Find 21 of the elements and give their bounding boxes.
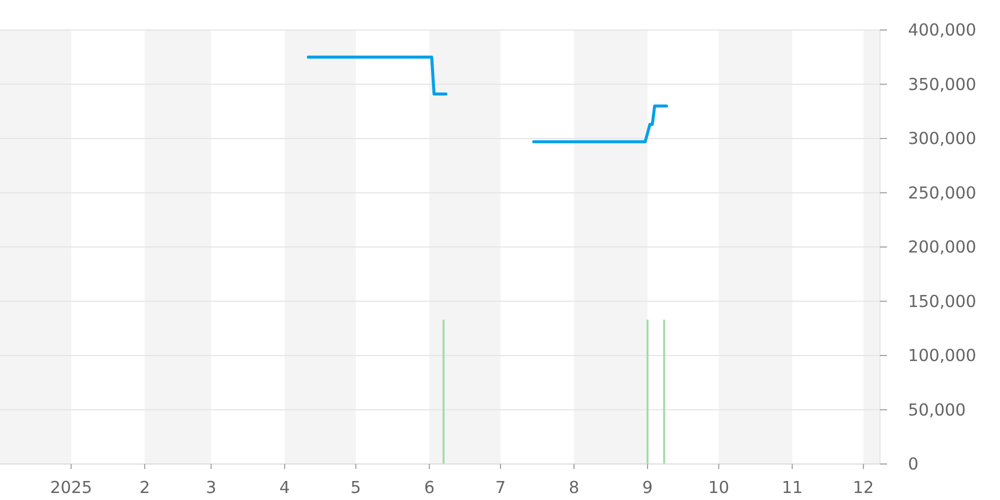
y-tick-label: 200,000 bbox=[908, 238, 976, 256]
y-tick-label: 100,000 bbox=[908, 346, 976, 365]
x-tick-label: 2025 bbox=[50, 478, 92, 497]
y-tick-label: 250,000 bbox=[908, 183, 976, 202]
y-tick-label: 300,000 bbox=[908, 129, 976, 148]
x-tick-label: 8 bbox=[568, 478, 580, 497]
y-tick-label: 0 bbox=[908, 454, 918, 474]
x-tick-label: 12 bbox=[852, 478, 874, 497]
x-tick-label: 5 bbox=[350, 478, 362, 497]
x-tick-label: 9 bbox=[642, 478, 653, 497]
y-tick-label: 150,000 bbox=[908, 292, 976, 311]
y-tick-label: 400,000 bbox=[908, 20, 976, 40]
y-tick-label: 350,000 bbox=[908, 74, 976, 94]
x-tick-label: 2 bbox=[139, 478, 150, 497]
x-tick-label: 4 bbox=[279, 478, 290, 497]
x-tick-label: 3 bbox=[206, 478, 216, 497]
x-tick-label: 6 bbox=[424, 478, 435, 497]
y-tick-label: 50,000 bbox=[908, 400, 966, 420]
x-tick-label: 11 bbox=[782, 478, 803, 497]
x-tick-label: 10 bbox=[708, 478, 730, 497]
x-tick-label: 7 bbox=[495, 478, 506, 497]
